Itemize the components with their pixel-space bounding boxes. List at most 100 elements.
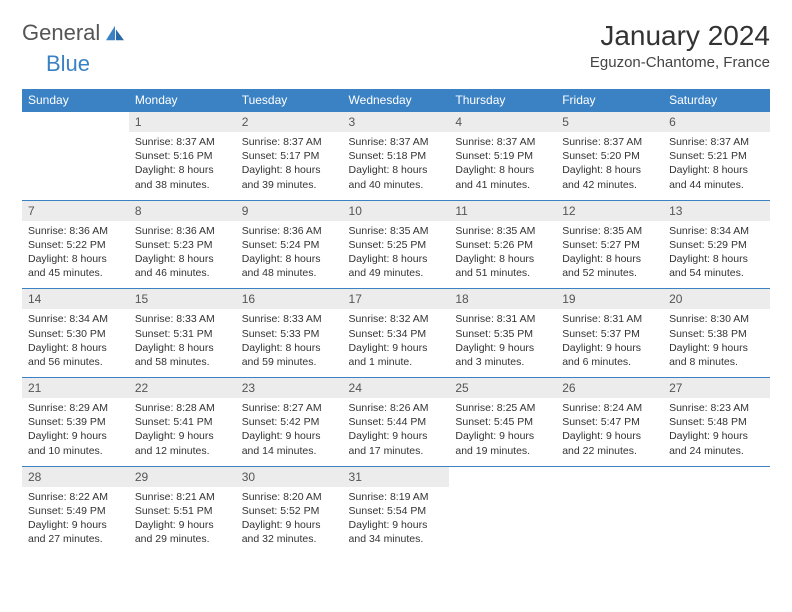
daylight-text-1: Daylight: 9 hours xyxy=(242,518,337,532)
sunrise-text: Sunrise: 8:34 AM xyxy=(669,224,764,238)
daylight-text-2: and 10 minutes. xyxy=(28,444,123,458)
weekday-header: Wednesday xyxy=(343,89,450,112)
day-cell: Sunrise: 8:32 AMSunset: 5:34 PMDaylight:… xyxy=(343,309,450,377)
sunrise-text: Sunrise: 8:37 AM xyxy=(562,135,657,149)
day-number: 4 xyxy=(449,112,556,133)
daylight-text-1: Daylight: 9 hours xyxy=(28,518,123,532)
daylight-text-2: and 27 minutes. xyxy=(28,532,123,546)
daylight-text-1: Daylight: 9 hours xyxy=(455,429,550,443)
sunrise-text: Sunrise: 8:31 AM xyxy=(455,312,550,326)
daylight-text-2: and 42 minutes. xyxy=(562,178,657,192)
sunset-text: Sunset: 5:26 PM xyxy=(455,238,550,252)
day-content-row: Sunrise: 8:36 AM Sunset: 5:22 PM Daylight:… xyxy=(22,221,770,289)
sunset-text: Sunset: 5:39 PM xyxy=(28,415,123,429)
daylight-text-2: and 3 minutes. xyxy=(455,355,550,369)
day-cell: Sunrise: 8:36 AMSunset: 5:22 PMDaylight:… xyxy=(22,221,129,289)
sunrise-text: Sunrise: 8:22 AM xyxy=(28,490,123,504)
day-cell xyxy=(449,487,556,555)
sunset-text: Sunset: 5:27 PM xyxy=(562,238,657,252)
sunrise-text: Sunrise: 8:32 AM xyxy=(349,312,444,326)
day-number: 15 xyxy=(129,289,236,310)
day-number: 11 xyxy=(449,200,556,221)
sunset-text: Sunset: 5:52 PM xyxy=(242,504,337,518)
daylight-text-1: Daylight: 9 hours xyxy=(455,341,550,355)
day-cell: Sunrise: 8:37 AMSunset: 5:17 PMDaylight:… xyxy=(236,132,343,200)
day-cell: Sunrise: 8:37 AMSunset: 5:16 PMDaylight:… xyxy=(129,132,236,200)
daylight-text-2: and 19 minutes. xyxy=(455,444,550,458)
day-cell: Sunrise: 8:37 AMSunset: 5:19 PMDaylight:… xyxy=(449,132,556,200)
day-number: 2 xyxy=(236,112,343,133)
daylight-text-1: Daylight: 9 hours xyxy=(135,518,230,532)
day-cell: Sunrise: 8:20 AMSunset: 5:52 PMDaylight:… xyxy=(236,487,343,555)
sunrise-text: Sunrise: 8:19 AM xyxy=(349,490,444,504)
day-number xyxy=(663,466,770,487)
logo: General xyxy=(22,20,128,46)
day-cell: Sunrise: 8:30 AMSunset: 5:38 PMDaylight:… xyxy=(663,309,770,377)
sunrise-text: Sunrise: 8:36 AM xyxy=(242,224,337,238)
sunset-text: Sunset: 5:22 PM xyxy=(28,238,123,252)
daylight-text-1: Daylight: 8 hours xyxy=(28,341,123,355)
sunset-text: Sunset: 5:34 PM xyxy=(349,327,444,341)
weekday-header: Thursday xyxy=(449,89,556,112)
day-cell xyxy=(556,487,663,555)
daylight-text-2: and 51 minutes. xyxy=(455,266,550,280)
daylight-text-2: and 59 minutes. xyxy=(242,355,337,369)
sunset-text: Sunset: 5:31 PM xyxy=(135,327,230,341)
daylight-text-1: Daylight: 8 hours xyxy=(242,163,337,177)
daylight-text-2: and 46 minutes. xyxy=(135,266,230,280)
daylight-text-1: Daylight: 9 hours xyxy=(349,518,444,532)
day-number: 16 xyxy=(236,289,343,310)
sunset-text: Sunset: 5:45 PM xyxy=(455,415,550,429)
daylight-text-1: Daylight: 8 hours xyxy=(455,252,550,266)
day-cell: Sunrise: 8:35 AMSunset: 5:25 PMDaylight:… xyxy=(343,221,450,289)
daylight-text-1: Daylight: 8 hours xyxy=(135,163,230,177)
day-number: 31 xyxy=(343,466,450,487)
daylight-text-1: Daylight: 9 hours xyxy=(669,429,764,443)
sunrise-text: Sunrise: 8:25 AM xyxy=(455,401,550,415)
daylight-text-2: and 56 minutes. xyxy=(28,355,123,369)
sunrise-text: Sunrise: 8:33 AM xyxy=(242,312,337,326)
daylight-text-2: and 29 minutes. xyxy=(135,532,230,546)
daylight-text-1: Daylight: 8 hours xyxy=(562,252,657,266)
sunset-text: Sunset: 5:38 PM xyxy=(669,327,764,341)
day-number: 14 xyxy=(22,289,129,310)
daylight-text-2: and 48 minutes. xyxy=(242,266,337,280)
day-number: 6 xyxy=(663,112,770,133)
day-number: 28 xyxy=(22,466,129,487)
day-cell: Sunrise: 8:29 AMSunset: 5:39 PMDaylight:… xyxy=(22,398,129,466)
sunrise-text: Sunrise: 8:35 AM xyxy=(455,224,550,238)
day-number: 12 xyxy=(556,200,663,221)
daylight-text-1: Daylight: 8 hours xyxy=(669,252,764,266)
day-number-row: 28293031 xyxy=(22,466,770,487)
location-label: Eguzon-Chantome, France xyxy=(590,54,770,71)
day-number: 13 xyxy=(663,200,770,221)
logo-sail-icon xyxy=(104,24,126,42)
day-number: 1 xyxy=(129,112,236,133)
daylight-text-1: Daylight: 9 hours xyxy=(349,429,444,443)
day-cell: Sunrise: 8:33 AMSunset: 5:31 PMDaylight:… xyxy=(129,309,236,377)
weekday-header: Sunday xyxy=(22,89,129,112)
sunrise-text: Sunrise: 8:35 AM xyxy=(349,224,444,238)
sunrise-text: Sunrise: 8:20 AM xyxy=(242,490,337,504)
daylight-text-2: and 39 minutes. xyxy=(242,178,337,192)
sunrise-text: Sunrise: 8:23 AM xyxy=(669,401,764,415)
daylight-text-1: Daylight: 8 hours xyxy=(135,341,230,355)
day-cell: Sunrise: 8:28 AMSunset: 5:41 PMDaylight:… xyxy=(129,398,236,466)
day-cell: Sunrise: 8:27 AMSunset: 5:42 PMDaylight:… xyxy=(236,398,343,466)
weekday-header-row: Sunday Monday Tuesday Wednesday Thursday… xyxy=(22,89,770,112)
day-cell: Sunrise: 8:35 AMSunset: 5:26 PMDaylight:… xyxy=(449,221,556,289)
daylight-text-1: Daylight: 9 hours xyxy=(669,341,764,355)
daylight-text-1: Daylight: 9 hours xyxy=(562,429,657,443)
day-number: 22 xyxy=(129,378,236,399)
sunset-text: Sunset: 5:16 PM xyxy=(135,149,230,163)
weekday-header: Saturday xyxy=(663,89,770,112)
weekday-header: Friday xyxy=(556,89,663,112)
day-cell: Sunrise: 8:26 AMSunset: 5:44 PMDaylight:… xyxy=(343,398,450,466)
daylight-text-1: Daylight: 8 hours xyxy=(455,163,550,177)
daylight-text-1: Daylight: 8 hours xyxy=(242,341,337,355)
sunrise-text: Sunrise: 8:33 AM xyxy=(135,312,230,326)
daylight-text-2: and 52 minutes. xyxy=(562,266,657,280)
sunset-text: Sunset: 5:21 PM xyxy=(669,149,764,163)
day-cell: Sunrise: 8:35 AMSunset: 5:27 PMDaylight:… xyxy=(556,221,663,289)
day-cell xyxy=(663,487,770,555)
